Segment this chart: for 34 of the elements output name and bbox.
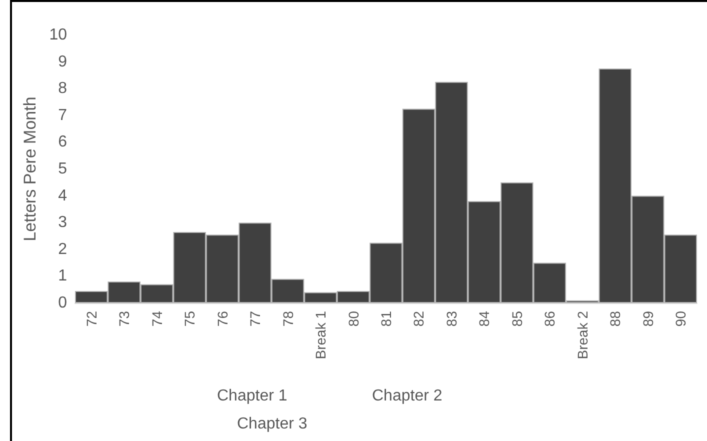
y-tick-label: 7: [58, 106, 68, 124]
text: Chapter 2: [372, 388, 442, 404]
x-tick-label: 77: [247, 310, 264, 327]
y-axis-title: Letters Pere Month: [20, 96, 40, 242]
x-tick-label: 83: [443, 310, 460, 327]
x-tick-label: 86: [542, 310, 558, 327]
x-tick-label: 88: [607, 310, 624, 327]
y-tick-label: 6: [58, 134, 68, 151]
y-tick-label: 2: [58, 240, 68, 258]
x-tick-label: 81: [378, 310, 394, 327]
y-tick-label: 3: [58, 214, 68, 232]
x-tick-label: 78: [280, 310, 296, 327]
x-tick-label: 89: [640, 310, 656, 327]
x-tick-label: 80: [345, 310, 362, 327]
text: Chapter 3: [237, 416, 308, 432]
y-tick-label: 8: [58, 80, 68, 98]
x-tick-label: 75: [182, 310, 198, 327]
x-tick-label: 84: [476, 310, 492, 327]
x-tick-label: 74: [148, 310, 165, 327]
x-tick-label: 73: [116, 310, 132, 327]
x-tick-label: 90: [672, 310, 689, 327]
text: Chapter 1: [217, 388, 288, 404]
x-tick-label: Break 1: [312, 310, 329, 360]
x-tick-label: 72: [83, 310, 100, 327]
x-tick-label: Break 2: [574, 310, 590, 360]
y-tick-label: 5: [58, 160, 68, 178]
y-tick-label: 9: [58, 53, 68, 70]
x-tick-label: 85: [508, 310, 525, 327]
x-tick-label: 82: [410, 310, 427, 327]
x-tick-label: 76: [214, 310, 230, 327]
y-tick-label: 10: [49, 26, 68, 44]
y-tick-label: 4: [58, 187, 68, 204]
y-tick-label: 0: [58, 294, 68, 312]
y-tick-label: 1: [58, 268, 68, 285]
